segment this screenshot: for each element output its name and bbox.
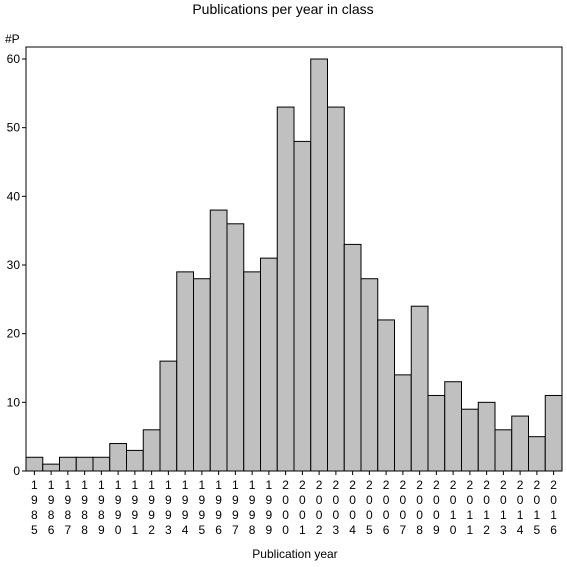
bar-1988 xyxy=(75,456,94,472)
bar-2004 xyxy=(343,243,362,472)
bar-2007 xyxy=(394,374,412,472)
bar-2014 xyxy=(511,415,529,472)
x-axis-label: Publication year xyxy=(252,547,337,561)
bar-2001 xyxy=(293,140,312,472)
bar-1996 xyxy=(209,209,228,472)
bar-1989 xyxy=(92,456,111,472)
bar-2010 xyxy=(444,381,462,472)
y-tick-label-30: 30 xyxy=(7,258,21,272)
bar-2005 xyxy=(360,278,379,472)
bar-1997 xyxy=(226,223,245,472)
bar-2013 xyxy=(494,429,513,472)
y-tick-label-40: 40 xyxy=(7,189,21,203)
bar-2016 xyxy=(544,394,563,472)
bar-2008 xyxy=(410,305,429,472)
bar-1985 xyxy=(25,456,44,472)
chart-title: Publications per year in class xyxy=(192,1,373,17)
bar-2012 xyxy=(477,401,496,472)
bar-1987 xyxy=(59,456,77,472)
bar-1998 xyxy=(243,271,261,472)
bar-1993 xyxy=(159,360,178,472)
bar-2009 xyxy=(427,394,446,472)
bar-2000 xyxy=(276,106,295,472)
bar-2011 xyxy=(461,408,479,472)
bar-1990 xyxy=(109,443,127,472)
x-axis: 1 9 8 5 1 9 8 6 1 9 8 7 1 9 8 8 1 9 8 9 1 9 9 0 1 9 9 1 1 9 9 2 1 9 9 3 1 9 9 4… xyxy=(31,471,557,537)
y-axis-label: #P xyxy=(5,32,20,46)
bar-1995 xyxy=(193,278,211,472)
y-tick-label-20: 20 xyxy=(7,327,21,341)
bar-2015 xyxy=(528,436,546,472)
bar-1994 xyxy=(176,271,194,472)
bars-group xyxy=(25,58,563,472)
y-tick-label-0: 0 xyxy=(13,464,20,478)
bar-1999 xyxy=(260,257,278,472)
bar-1991 xyxy=(126,449,144,472)
bar-2002 xyxy=(310,58,328,472)
bar-1992 xyxy=(142,429,161,472)
y-tick-label-10: 10 xyxy=(7,395,21,409)
y-tick-label-50: 50 xyxy=(7,121,21,135)
bar-1986 xyxy=(42,463,60,472)
y-axis: 0 10 20 30 40 50 60 xyxy=(7,52,26,478)
y-tick-label-60: 60 xyxy=(7,52,21,66)
bar-2003 xyxy=(327,106,345,472)
bar-2006 xyxy=(377,319,395,472)
